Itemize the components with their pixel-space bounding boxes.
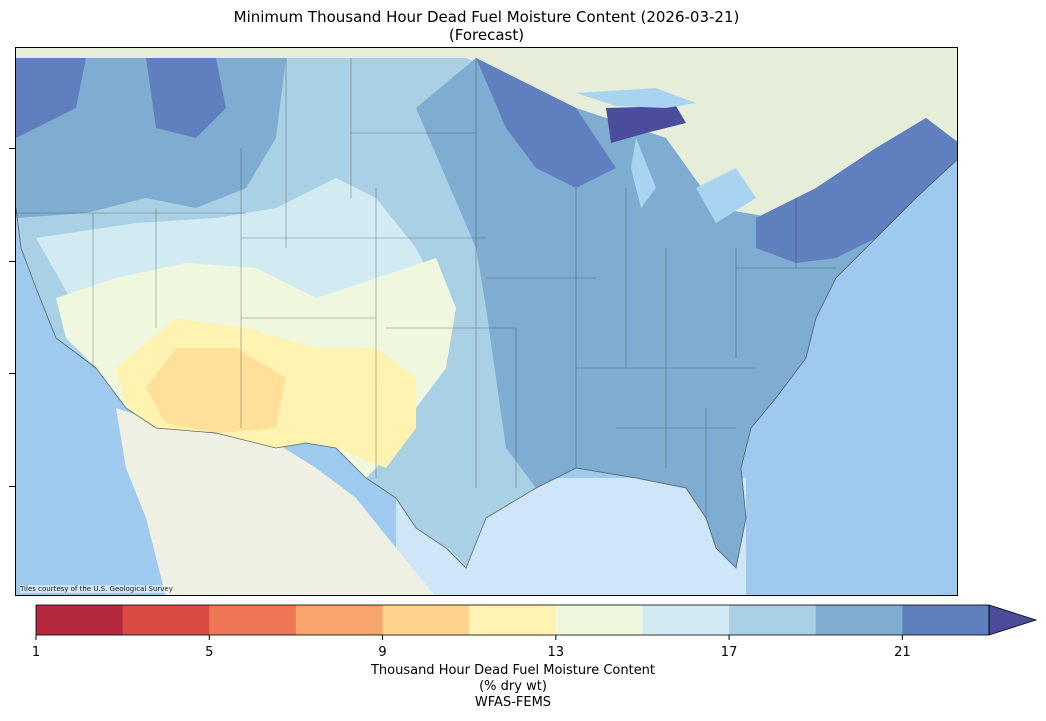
colorbar-tick-label: 1 bbox=[31, 645, 41, 660]
tile-credit: Tiles courtesy of the U.S. Geological Su… bbox=[20, 585, 173, 593]
state-borders bbox=[16, 58, 836, 518]
title-line-2: (Forecast) bbox=[448, 26, 525, 44]
colorbar-tick-label: 17 bbox=[720, 645, 738, 660]
colorbar-segment bbox=[209, 605, 297, 635]
colorbar-segment bbox=[382, 605, 470, 635]
colorbar-svg bbox=[35, 604, 1038, 640]
mexico-land bbox=[116, 408, 435, 595]
region-arizona-driest bbox=[146, 348, 286, 433]
region-nw-wet bbox=[16, 58, 226, 138]
region-michigan-extreme bbox=[606, 106, 686, 143]
colorbar-title: Thousand Hour Dead Fuel Moisture Content… bbox=[0, 663, 1026, 711]
colorbar-segment bbox=[815, 605, 903, 635]
y-tick bbox=[9, 148, 15, 149]
colorbar-segment bbox=[36, 605, 124, 635]
colorbar-extend-arrow bbox=[988, 604, 1038, 636]
region-great-lakes-wet bbox=[476, 58, 616, 188]
colorbar-segment bbox=[555, 605, 643, 635]
colorbar-label-line-3: WFAS-FEMS bbox=[474, 695, 552, 710]
colorbar-tick-label: 21 bbox=[894, 645, 911, 660]
y-tick bbox=[9, 486, 15, 487]
colorbar-segment bbox=[902, 605, 990, 635]
colorbar-label-line-2: (% dry wt) bbox=[479, 679, 547, 694]
colorbar-tick-label: 9 bbox=[378, 645, 387, 660]
colorbar-segment bbox=[469, 605, 557, 635]
coastline bbox=[16, 159, 957, 569]
colorbar-label-line-1: Thousand Hour Dead Fuel Moisture Content bbox=[370, 663, 656, 678]
colorbar-segment bbox=[122, 605, 210, 635]
colorbar bbox=[35, 604, 1038, 640]
chart-title: Minimum Thousand Hour Dead Fuel Moisture… bbox=[0, 8, 973, 44]
colorbar-outline bbox=[35, 604, 990, 636]
colorbar-segment bbox=[642, 605, 730, 635]
y-tick bbox=[9, 261, 15, 262]
colorbar-tick-label: 5 bbox=[205, 645, 214, 660]
colorbar-segment bbox=[295, 605, 384, 635]
title-line-1: Minimum Thousand Hour Dead Fuel Moisture… bbox=[233, 8, 740, 26]
map-panel[interactable]: Tiles courtesy of the U.S. Geological Su… bbox=[15, 47, 958, 596]
region-northeast-wet bbox=[756, 118, 957, 263]
great-lakes bbox=[576, 88, 756, 223]
fuel-moisture-map bbox=[16, 48, 957, 595]
colorbar-tick-label: 13 bbox=[547, 645, 565, 660]
y-tick bbox=[9, 373, 15, 374]
colorbar-segment bbox=[729, 605, 817, 635]
